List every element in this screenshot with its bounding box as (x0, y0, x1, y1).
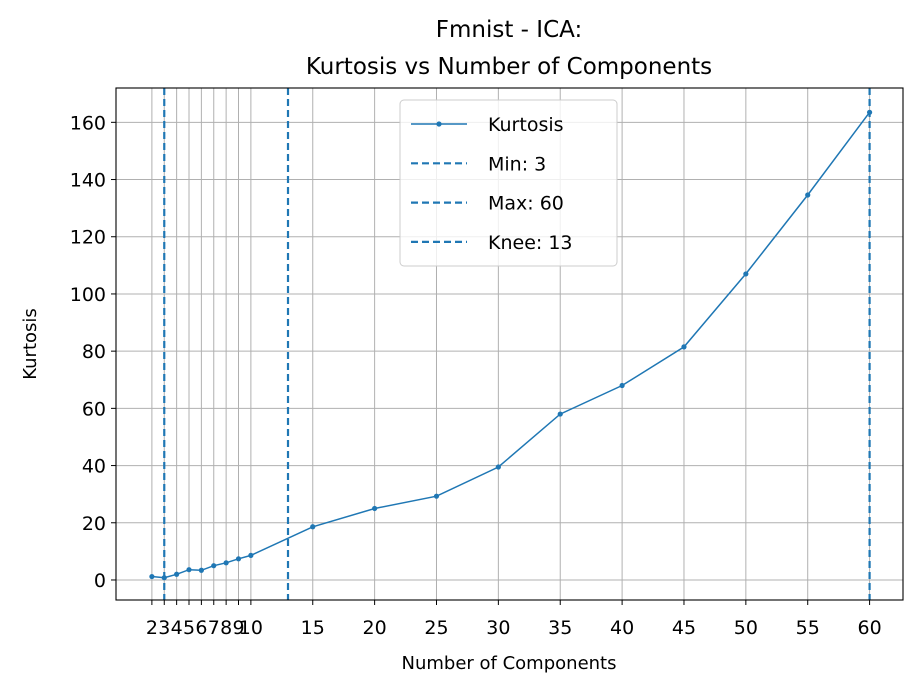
x-tick-label: 9 (232, 617, 244, 639)
data-point (619, 382, 625, 389)
legend-marker (436, 121, 442, 127)
series-layer (149, 109, 873, 581)
x-tick-label: 45 (672, 617, 696, 639)
data-point (372, 505, 378, 512)
data-point (235, 556, 242, 562)
x-tick-label: 20 (363, 617, 387, 639)
y-tick-label: 120 (70, 227, 106, 249)
legend-label: Kurtosis (488, 114, 564, 136)
y-axis-label: Kurtosis (20, 308, 41, 380)
x-axis-label: Number of Components (402, 653, 617, 674)
x-tick-label: 35 (548, 617, 572, 639)
chart-title-line2: Kurtosis vs Number of Components (306, 54, 712, 80)
x-tick-label: 3 (158, 617, 170, 639)
data-point (743, 271, 749, 277)
data-point (310, 524, 316, 530)
legend-label: Max: 60 (488, 193, 564, 215)
legend: Kurtosis Min: 3 Max: 60 Knee: 13 (399, 99, 618, 267)
data-point (223, 560, 229, 566)
x-tick-label: 10 (239, 617, 263, 639)
x-tick-label: 40 (610, 617, 634, 639)
x-tick-label: 6 (195, 617, 207, 639)
y-axis-ticks: 0 20 40 60 80 100 120 140 160 (70, 112, 116, 592)
y-tick-label: 100 (70, 284, 106, 306)
data-point (186, 567, 192, 573)
data-point (495, 464, 501, 470)
data-point (174, 571, 180, 577)
legend-label: Knee: 13 (488, 232, 573, 254)
data-point (866, 109, 873, 115)
x-tick-label: 2 (146, 617, 158, 639)
data-point (161, 575, 167, 581)
data-point (149, 573, 155, 580)
x-tick-label: 55 (796, 617, 820, 639)
legend-box (399, 99, 618, 267)
y-tick-label: 60 (82, 398, 106, 420)
x-tick-label: 7 (208, 617, 220, 639)
y-tick-label: 160 (70, 112, 106, 134)
x-tick-label: 30 (486, 617, 510, 639)
reference-lines (163, 88, 871, 600)
x-tick-label: 50 (734, 617, 758, 639)
legend-items: Kurtosis Min: 3 Max: 60 Knee: 13 (411, 114, 573, 254)
x-tick-label: 15 (301, 617, 325, 639)
data-point (248, 552, 254, 558)
data-point (198, 567, 204, 573)
y-tick-label: 0 (94, 570, 106, 592)
chart-title-line1: Fmnist - ICA: (436, 17, 582, 43)
data-point (681, 344, 687, 350)
plot-area-frame (115, 87, 904, 601)
x-tick-label: 5 (183, 617, 195, 639)
data-point (433, 493, 440, 499)
y-tick-label: 20 (82, 513, 106, 535)
y-tick-label: 140 (70, 170, 106, 192)
y-tick-label: 80 (82, 341, 106, 363)
data-point (557, 411, 563, 417)
data-point (805, 192, 811, 198)
data-point (211, 563, 217, 569)
x-tick-label: 4 (171, 617, 183, 639)
x-tick-label: 60 (857, 617, 881, 639)
x-axis-ticks: 2 3 4 5 6 7 8 910 15 20 25 30 35 40 45 50 55 60 (146, 600, 882, 639)
x-tick-label: 8 (220, 617, 232, 639)
x-tick-label: 25 (424, 617, 448, 639)
y-tick-label: 40 (82, 456, 106, 478)
legend-label: Min: 3 (488, 153, 546, 175)
